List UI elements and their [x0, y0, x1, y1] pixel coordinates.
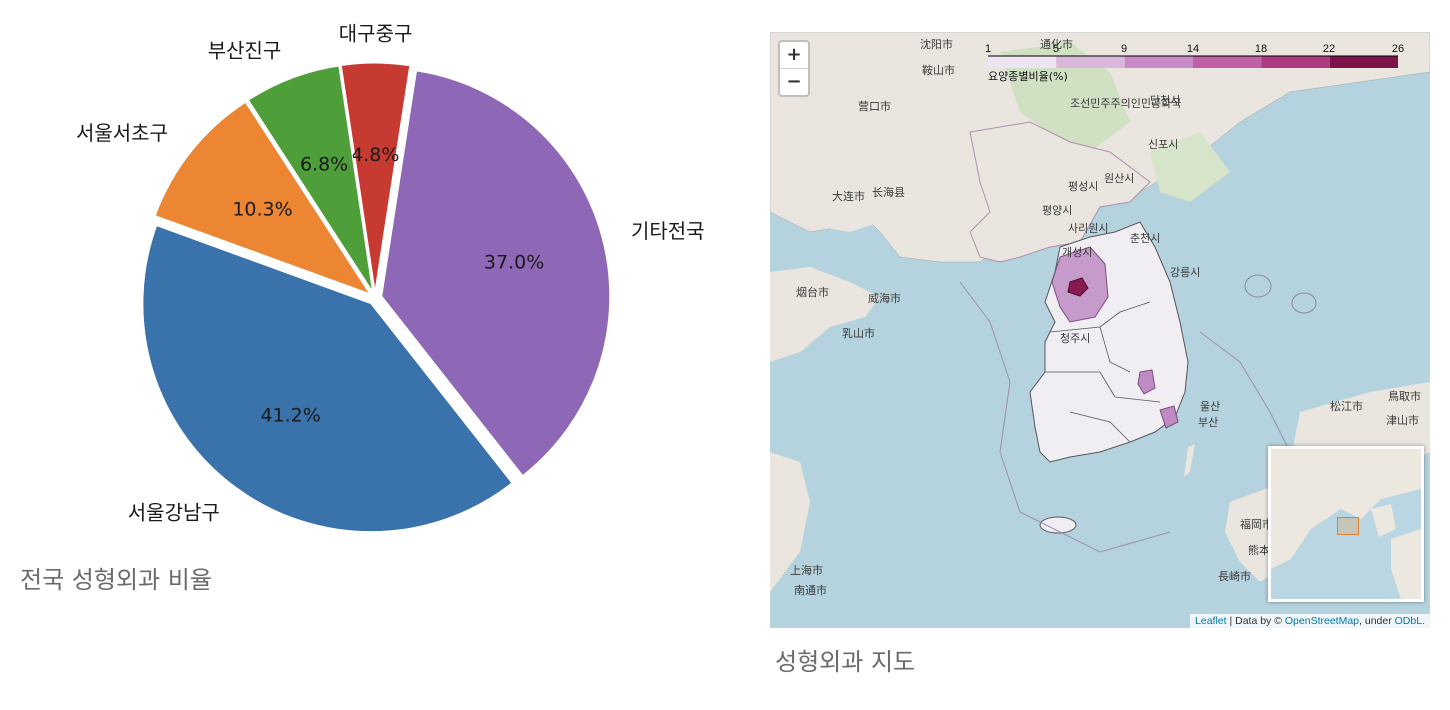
- slice-percent-label: 37.0%: [484, 251, 544, 273]
- map-place-label: 鞍山市: [922, 63, 955, 77]
- legend-tick-label: 1: [985, 43, 991, 55]
- slice-category-label: 부산진구: [208, 38, 282, 62]
- map-place-label: 신포시: [1148, 138, 1178, 151]
- legend-swatch: [1330, 56, 1398, 68]
- map-place-label: 上海市: [790, 563, 823, 577]
- map-place-label: 長崎市: [1218, 569, 1251, 583]
- map-place-label: 津山市: [1386, 413, 1419, 427]
- map-place-label: 通化市: [1040, 37, 1073, 51]
- legend-tick-label: 9: [1121, 43, 1127, 55]
- slice-category-label: 기타전국: [631, 219, 705, 243]
- map-place-label: 威海市: [868, 291, 901, 305]
- slice-category-label: 대구중구: [339, 21, 413, 45]
- pie-chart: 41.2% 서울강남구 37.0% 기타전국 4.8% 대구중구 6.8% 부산진구 10.3%…: [0, 0, 720, 560]
- map-place-label: 长海县: [872, 185, 905, 199]
- legend-swatch: [1261, 56, 1329, 68]
- map-place-label: 청주시: [1060, 332, 1090, 345]
- map-place-label: 부산: [1198, 416, 1218, 429]
- map-place-label: 개성시: [1062, 246, 1092, 259]
- map-attribution: Leaflet | Data by © OpenStreetMap, under…: [1190, 614, 1430, 628]
- legend-tick-label: 26: [1392, 43, 1404, 55]
- map-place-label: 营口市: [858, 99, 891, 113]
- legend-swatch: [1056, 56, 1124, 68]
- minimap[interactable]: [1268, 446, 1424, 602]
- minimap-viewport[interactable]: [1337, 517, 1359, 535]
- map-place-label: 沈阳市: [920, 37, 953, 51]
- legend-swatch: [1125, 56, 1193, 68]
- zoom-in-button[interactable]: +: [780, 42, 808, 68]
- map-place-label: 사리원시: [1068, 222, 1108, 235]
- slice-percent-label: 41.2%: [260, 404, 320, 426]
- attribution-under: , under: [1359, 615, 1395, 627]
- osm-link[interactable]: OpenStreetMap: [1285, 615, 1359, 627]
- slice-percent-label: 4.8%: [351, 144, 399, 166]
- legend-title: 요양종별비율(%): [988, 70, 1068, 83]
- map-place-label: 평성시: [1068, 180, 1098, 193]
- map-place-label: 단천시: [1150, 93, 1180, 107]
- slice-percent-label: 10.3%: [232, 198, 292, 220]
- map-place-label: 평양시: [1042, 204, 1072, 217]
- legend-swatch: [1193, 56, 1261, 68]
- zoom-out-button[interactable]: −: [780, 68, 808, 95]
- legend-tick-label: 18: [1255, 43, 1267, 55]
- zoom-control: + −: [778, 40, 810, 97]
- map-place-label: 춘천시: [1130, 231, 1160, 245]
- korea-map[interactable]: 1 5 9 14 18 22 26 요양종별비율(%) 沈阳市 鞍山市 通化市 营口市 大连市 长海县威…: [770, 32, 1430, 628]
- legend-swatch: [988, 56, 1056, 68]
- map-place-label: 烟台市: [796, 285, 829, 299]
- odbl-link[interactable]: ODbL.: [1395, 615, 1425, 627]
- pie-caption: 전국 성형외과 비율: [20, 560, 212, 595]
- slice-category-label: 서울강남구: [128, 500, 220, 524]
- map-place-label: 울산: [1200, 400, 1220, 413]
- map-place-label: 鳥取市: [1388, 389, 1421, 403]
- slice-percent-label: 6.8%: [300, 154, 348, 176]
- leaflet-link[interactable]: Leaflet: [1195, 615, 1227, 627]
- map-place-label: 南通市: [794, 583, 827, 597]
- pie-chart-figure: 41.2% 서울강남구 37.0% 기타전국 4.8% 대구중구 6.8% 부산진구 10.3%…: [0, 0, 720, 620]
- map-place-label: 乳山市: [842, 326, 875, 340]
- legend-tick-label: 22: [1323, 43, 1335, 55]
- attribution-text: | Data by ©: [1227, 615, 1285, 627]
- map-place-label: 강릉시: [1170, 266, 1200, 279]
- slice-category-label: 서울서초구: [76, 121, 168, 145]
- map-place-label: 大连市: [832, 189, 865, 203]
- map-caption: 성형외과 지도: [775, 642, 915, 677]
- map-place-label: 松江市: [1330, 399, 1363, 413]
- map-place-label: 원산시: [1104, 172, 1134, 185]
- legend-tick-label: 14: [1187, 43, 1199, 55]
